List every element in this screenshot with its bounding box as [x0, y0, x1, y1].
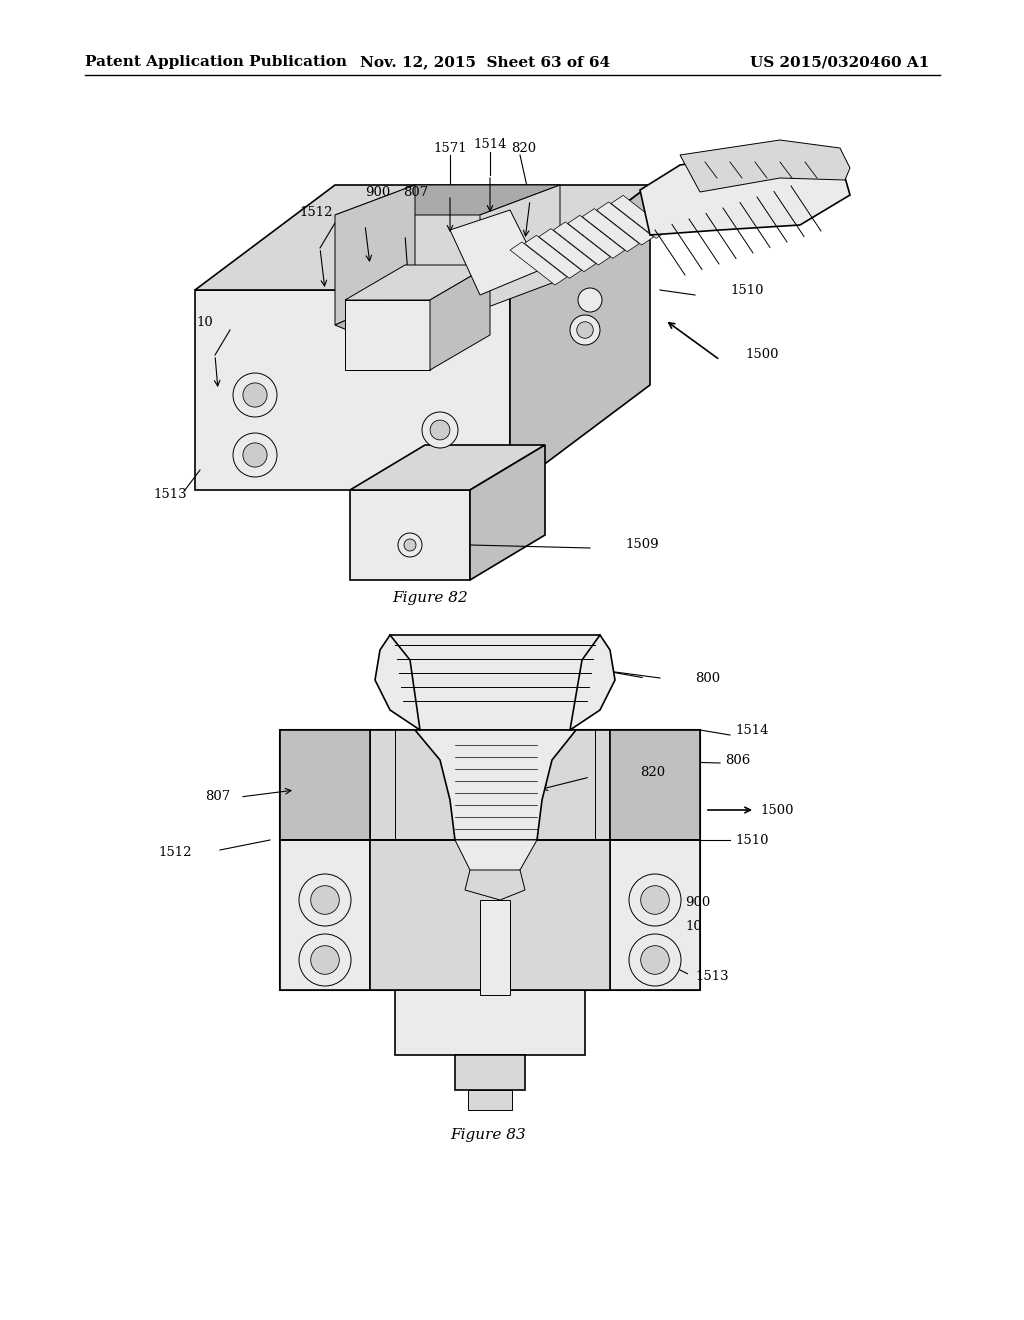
Circle shape	[299, 874, 351, 927]
Circle shape	[422, 412, 458, 447]
Polygon shape	[345, 300, 430, 370]
Circle shape	[578, 288, 602, 312]
Polygon shape	[510, 185, 650, 490]
Polygon shape	[450, 210, 540, 294]
Text: 807: 807	[205, 791, 230, 804]
Text: 820: 820	[640, 767, 666, 780]
Text: 807: 807	[403, 186, 429, 198]
Polygon shape	[395, 990, 585, 1055]
Polygon shape	[455, 730, 537, 840]
Polygon shape	[480, 185, 560, 310]
Polygon shape	[680, 140, 850, 191]
Text: 1514: 1514	[473, 139, 507, 152]
Polygon shape	[455, 840, 537, 880]
Text: 10: 10	[685, 920, 701, 932]
Polygon shape	[611, 195, 668, 239]
Text: 1500: 1500	[745, 348, 778, 362]
Text: Nov. 12, 2015  Sheet 63 of 64: Nov. 12, 2015 Sheet 63 of 64	[360, 55, 610, 69]
Polygon shape	[539, 228, 596, 272]
Text: 1512: 1512	[299, 206, 333, 219]
Polygon shape	[345, 265, 490, 300]
Circle shape	[641, 945, 670, 974]
Text: Figure 83: Figure 83	[451, 1129, 526, 1142]
Polygon shape	[195, 185, 650, 290]
Polygon shape	[370, 840, 610, 990]
Circle shape	[629, 935, 681, 986]
Circle shape	[430, 420, 450, 440]
Polygon shape	[470, 445, 545, 579]
Text: 1500: 1500	[760, 804, 794, 817]
Polygon shape	[335, 185, 415, 325]
Text: 900: 900	[685, 895, 711, 908]
Polygon shape	[455, 1055, 525, 1090]
Text: 1514: 1514	[735, 723, 768, 737]
Circle shape	[404, 539, 416, 550]
Polygon shape	[375, 635, 615, 730]
Circle shape	[233, 374, 278, 417]
Text: 900: 900	[366, 186, 390, 198]
Polygon shape	[195, 290, 510, 490]
Circle shape	[310, 945, 339, 974]
Circle shape	[629, 874, 681, 927]
Text: 1571: 1571	[433, 141, 467, 154]
Circle shape	[577, 322, 593, 338]
Text: 800: 800	[695, 672, 720, 685]
Polygon shape	[335, 290, 480, 350]
Polygon shape	[370, 730, 610, 840]
Polygon shape	[280, 730, 370, 840]
Text: US 2015/0320460 A1: US 2015/0320460 A1	[750, 55, 930, 69]
Polygon shape	[335, 185, 560, 215]
Polygon shape	[583, 209, 639, 252]
Text: 820: 820	[511, 141, 537, 154]
Circle shape	[243, 444, 267, 467]
Polygon shape	[465, 870, 525, 900]
Polygon shape	[524, 235, 582, 279]
Text: 1510: 1510	[730, 284, 764, 297]
Polygon shape	[350, 490, 470, 579]
Polygon shape	[640, 150, 850, 235]
Text: 1512: 1512	[159, 846, 191, 858]
Polygon shape	[280, 840, 370, 990]
Polygon shape	[597, 202, 653, 246]
Text: 1513: 1513	[154, 488, 186, 502]
Polygon shape	[415, 730, 575, 840]
Circle shape	[233, 433, 278, 477]
Circle shape	[570, 315, 600, 345]
Polygon shape	[610, 730, 700, 840]
Text: 10: 10	[197, 317, 213, 330]
Polygon shape	[350, 445, 545, 490]
Circle shape	[243, 383, 267, 407]
Polygon shape	[430, 265, 490, 370]
Text: Patent Application Publication: Patent Application Publication	[85, 55, 347, 69]
Text: 806: 806	[725, 754, 751, 767]
Text: 1509: 1509	[625, 539, 658, 552]
Polygon shape	[510, 242, 567, 285]
Polygon shape	[610, 840, 700, 990]
Circle shape	[299, 935, 351, 986]
Circle shape	[641, 886, 670, 915]
Text: Figure 82: Figure 82	[392, 591, 468, 605]
Polygon shape	[468, 1090, 512, 1110]
Polygon shape	[553, 222, 610, 265]
Circle shape	[398, 533, 422, 557]
Polygon shape	[280, 730, 700, 990]
Circle shape	[310, 886, 339, 915]
Polygon shape	[567, 215, 625, 259]
Text: 1510: 1510	[735, 833, 768, 846]
Polygon shape	[480, 900, 510, 995]
Text: 1513: 1513	[695, 970, 729, 983]
